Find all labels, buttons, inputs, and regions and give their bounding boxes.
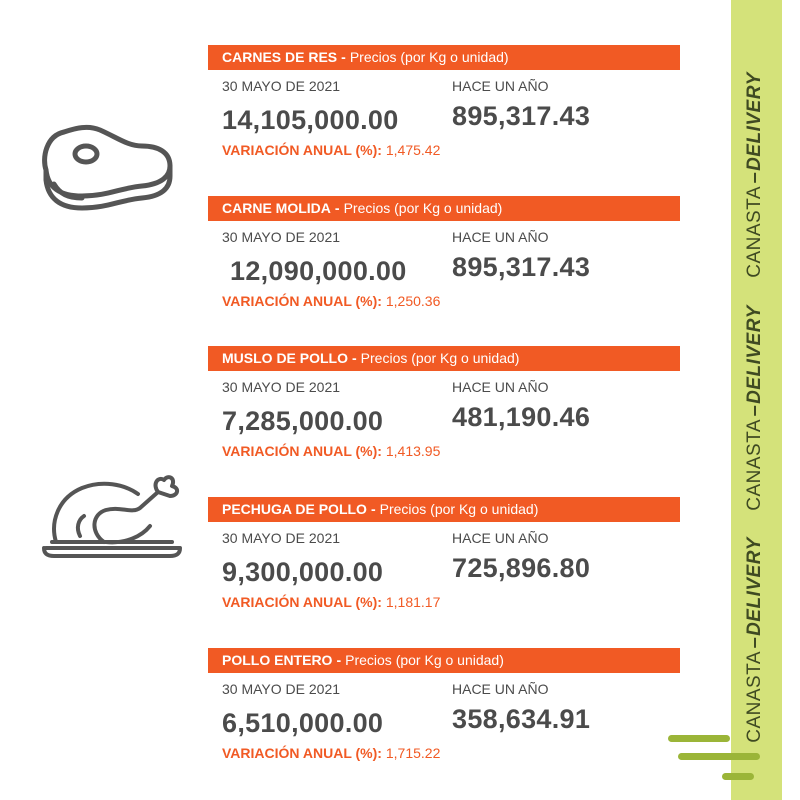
price-card-muslo-de-pollo: MUSLO DE POLLO - Precios (por Kg o unidad)… <box>208 346 680 476</box>
product-name: CARNES DE RES <box>222 49 338 65</box>
brand-dash <box>753 405 756 416</box>
year-ago-label: HACE UN AÑO <box>452 681 549 697</box>
decorative-line <box>678 753 760 760</box>
price-card-carne-molida: CARNE MOLIDA - Precios (por Kg o unidad) 3… <box>208 196 680 326</box>
brand-dash <box>753 637 756 648</box>
decorative-line <box>722 773 754 780</box>
brand-part2: DELIVERY <box>744 305 765 404</box>
date-label: 30 MAYO DE 2021 <box>222 229 341 245</box>
year-ago-price: 725,896.80 <box>452 553 591 583</box>
brand-logo-1: CANASTA DELIVERY <box>744 72 766 278</box>
band-edge <box>728 0 731 800</box>
header-separator: - <box>334 200 340 216</box>
current-price: 14,105,000.00 <box>222 105 399 135</box>
current-price: 12,090,000.00 <box>230 256 407 286</box>
brand-dash <box>753 172 756 183</box>
price-card-pollo-entero: POLLO ENTERO - Precios (por Kg o unidad) 3… <box>208 648 680 778</box>
header-separator: - <box>336 652 342 668</box>
date-label: 30 MAYO DE 2021 <box>222 379 341 395</box>
year-ago-label: HACE UN AÑO <box>452 530 549 546</box>
brand-part1: CANASTA <box>744 650 765 743</box>
annual-variation: VARIACIÓN ANUAL (%): 1,413.95 <box>222 443 440 459</box>
variation-value: 1,715.22 <box>385 745 441 761</box>
variation-value: 1,181.17 <box>385 594 441 610</box>
brand-part2: DELIVERY <box>744 72 765 171</box>
product-name: POLLO ENTERO <box>222 652 333 668</box>
current-price: 6,510,000.00 <box>222 708 384 738</box>
year-ago-label: HACE UN AÑO <box>452 78 549 94</box>
price-card-pechuga-de-pollo: PECHUGA DE POLLO - Precios (por Kg o unida… <box>208 497 680 627</box>
header-separator: - <box>341 49 346 65</box>
unit-note: Precios (por Kg o unidad) <box>360 350 520 366</box>
variation-value: 1,475.42 <box>385 142 441 158</box>
date-label: 30 MAYO DE 2021 <box>222 530 341 546</box>
current-price: 9,300,000.00 <box>222 557 384 587</box>
header-separator: - <box>352 350 357 366</box>
year-ago-label: HACE UN AÑO <box>452 229 549 245</box>
annual-variation: VARIACIÓN ANUAL (%): 1,475.42 <box>222 142 440 158</box>
year-ago-price: 895,317.43 <box>452 101 591 131</box>
brand-part1: CANASTA <box>744 418 765 511</box>
year-ago-price: 895,317.43 <box>452 252 591 282</box>
year-ago-price: 481,190.46 <box>452 402 591 432</box>
price-card-carnes-de-res: CARNES DE RES - Precios (por Kg o unidad) … <box>208 45 680 175</box>
brand-part2: DELIVERY <box>744 537 765 636</box>
brand-part1: CANASTA <box>744 185 765 278</box>
annual-variation: VARIACIÓN ANUAL (%): 1,181.17 <box>222 594 440 610</box>
card-header: POLLO ENTERO - Precios (por Kg o unidad) <box>208 648 680 673</box>
brand-logo-2: CANASTA DELIVERY <box>744 305 766 511</box>
variation-label: VARIACIÓN ANUAL (%): <box>222 443 382 459</box>
variation-value: 1,413.95 <box>385 443 441 459</box>
unit-note: Precios (por Kg o unidad) <box>379 501 539 517</box>
card-header: CARNES DE RES - Precios (por Kg o unidad) <box>208 45 680 70</box>
current-price: 7,285,000.00 <box>222 406 384 436</box>
variation-label: VARIACIÓN ANUAL (%): <box>222 745 382 761</box>
side-brand-band <box>728 0 782 800</box>
year-ago-price: 358,634.91 <box>452 704 591 734</box>
annual-variation: VARIACIÓN ANUAL (%): 1,250.36 <box>222 293 440 309</box>
card-header: CARNE MOLIDA - Precios (por Kg o unidad) <box>208 196 680 221</box>
unit-note: Precios (por Kg o unidad) <box>343 200 503 216</box>
variation-label: VARIACIÓN ANUAL (%): <box>222 594 382 610</box>
product-name: PECHUGA DE POLLO <box>222 501 367 517</box>
unit-note: Precios (por Kg o unidad) <box>345 652 504 668</box>
variation-label: VARIACIÓN ANUAL (%): <box>222 142 382 158</box>
variation-value: 1,250.36 <box>385 293 441 309</box>
unit-note: Precios (por Kg o unidad) <box>349 49 509 65</box>
steak-icon <box>38 118 178 223</box>
card-header: PECHUGA DE POLLO - Precios (por Kg o unida… <box>208 497 680 522</box>
variation-label: VARIACIÓN ANUAL (%): <box>222 293 382 309</box>
year-ago-label: HACE UN AÑO <box>452 379 549 395</box>
date-label: 30 MAYO DE 2021 <box>222 78 341 94</box>
card-header: MUSLO DE POLLO - Precios (por Kg o unidad) <box>208 346 680 371</box>
roast-chicken-icon <box>40 470 185 570</box>
header-separator: - <box>370 501 376 517</box>
annual-variation: VARIACIÓN ANUAL (%): 1,715.22 <box>222 745 440 761</box>
brand-logo-3: CANASTA DELIVERY <box>744 537 766 743</box>
product-name: CARNE MOLIDA <box>222 200 331 216</box>
date-label: 30 MAYO DE 2021 <box>222 681 341 697</box>
product-name: MUSLO DE POLLO <box>222 350 348 366</box>
decorative-line <box>668 735 730 742</box>
